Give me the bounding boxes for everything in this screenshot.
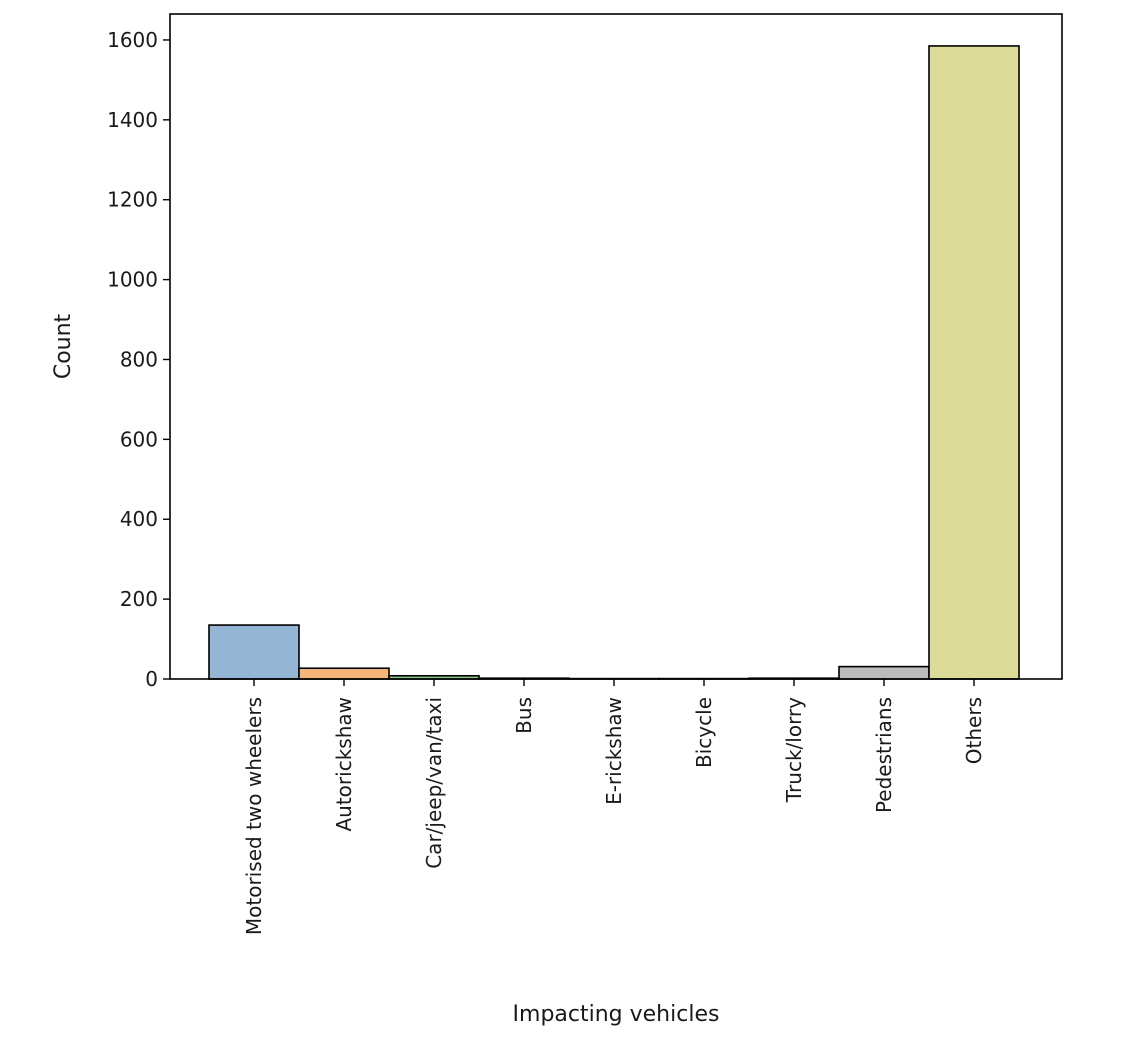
y-tick-label: 1200 xyxy=(107,188,158,212)
bar-others xyxy=(928,45,1020,680)
y-tick-label: 600 xyxy=(120,427,158,451)
bar-pedestrians xyxy=(838,665,930,680)
x-tick-label: Others xyxy=(962,697,986,764)
x-tick-label: Car/jeep/van/taxi xyxy=(422,697,446,869)
x-axis-label: Impacting vehicles xyxy=(513,1002,720,1027)
bars-group xyxy=(208,45,1020,680)
y-tick-label: 800 xyxy=(120,347,158,371)
y-tick-label: 1000 xyxy=(107,268,158,292)
y-tick-label: 1600 xyxy=(107,28,158,52)
x-tick-label: E-rickshaw xyxy=(602,697,626,805)
x-tick-label: Bus xyxy=(512,697,536,734)
y-tick-label: 400 xyxy=(120,507,158,531)
x-tick-label: Bicycle xyxy=(692,697,716,768)
y-tick-label: 200 xyxy=(120,587,158,611)
y-axis-ticks: 0 200 400 600 800 1000 1200 1400 1600 xyxy=(107,28,170,691)
x-axis-ticks: Motorised two wheelers Autorickshaw Car/je… xyxy=(242,679,986,935)
x-tick-label: Motorised two wheelers xyxy=(242,697,266,935)
bar-autorickshaw xyxy=(298,667,390,680)
x-tick-label: Truck/lorry xyxy=(782,697,806,803)
y-axis-label: Count xyxy=(51,313,76,379)
y-tick-label: 1400 xyxy=(107,108,158,132)
bar-motorised-two-wheelers xyxy=(208,624,300,680)
x-tick-label: Pedestrians xyxy=(872,697,896,813)
x-tick-label: Autorickshaw xyxy=(332,697,356,832)
plot-frame xyxy=(169,13,1063,680)
y-tick-label: 0 xyxy=(145,667,158,691)
